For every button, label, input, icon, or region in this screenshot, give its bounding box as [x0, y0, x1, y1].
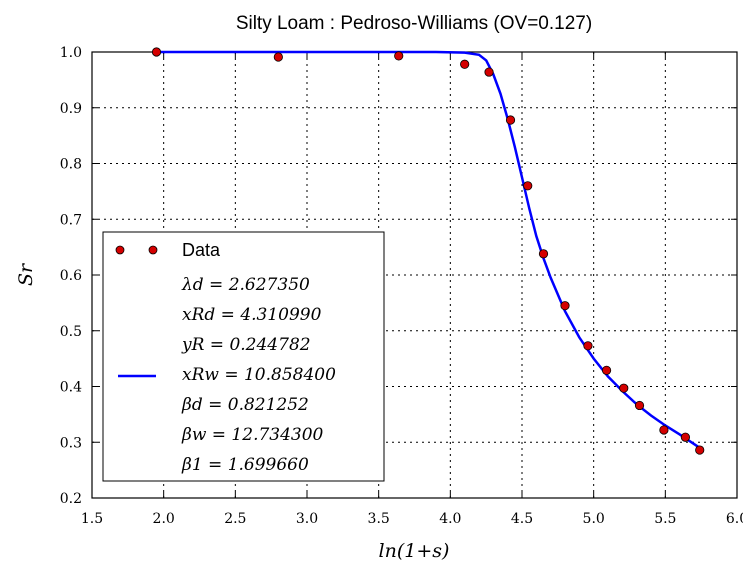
x-tick-label: 6.0	[726, 511, 743, 527]
data-point	[523, 181, 533, 191]
fit-line	[156, 50, 701, 449]
x-tick-label: 2.5	[224, 511, 246, 527]
data-points	[151, 47, 705, 455]
y-tick-label: 0.6	[60, 268, 82, 284]
x-tick-label: 5.0	[583, 511, 605, 527]
y-tick-labels: 0.2 0.3 0.4 0.5 0.6 0.7 0.8 0.9 1.0	[60, 45, 82, 507]
x-tick-label: 3.0	[296, 511, 318, 527]
y-axis-label: Sr	[15, 262, 37, 286]
y-tick-label: 0.5	[60, 324, 82, 340]
legend-param: yR = 0.244782	[181, 335, 311, 355]
data-point	[460, 59, 470, 69]
data-point	[680, 432, 691, 442]
data-point	[538, 249, 549, 259]
data-point	[659, 425, 669, 435]
legend-param: βd = 0.821252	[181, 395, 309, 415]
x-tick-labels: 1.5 2.0 2.5 3.0 3.5 4.0 4.5 5.0 5.5 6.0	[81, 511, 743, 527]
data-point	[560, 301, 570, 311]
legend-param: λd = 2.627350	[181, 275, 310, 295]
data-point	[484, 67, 494, 77]
data-point	[695, 445, 705, 455]
legend-data-label: Data	[182, 240, 221, 260]
legend-data-marker	[115, 245, 125, 255]
y-tick-label: 0.4	[60, 380, 82, 396]
data-point	[634, 400, 645, 411]
y-tick-label: 0.8	[60, 157, 82, 173]
x-tick-label: 2.0	[153, 511, 175, 527]
y-tick-label: 0.3	[60, 435, 82, 451]
y-tick-label: 1.0	[60, 45, 82, 61]
legend-param: xRd = 4.310990	[182, 305, 322, 325]
legend-param: β1 = 1.699660	[181, 455, 309, 475]
x-tick-label: 1.5	[81, 511, 103, 527]
data-point	[619, 383, 629, 393]
x-tick-label: 4.5	[511, 511, 533, 527]
legend: Data λd = 2.627350 xRd = 4.310990 yR = 0.2…	[102, 231, 385, 482]
data-point	[505, 115, 516, 125]
x-axis-label: ln(1+s)	[379, 540, 450, 562]
chart-title: Silty Loam : Pedroso-Williams (OV=0.127)	[236, 13, 592, 34]
legend-param: xRw = 10.858400	[182, 365, 336, 385]
data-point	[583, 341, 593, 351]
data-point	[151, 47, 162, 57]
legend-data-marker	[148, 245, 158, 255]
legend-param: βw = 12.734300	[181, 425, 324, 445]
x-tick-label: 5.5	[654, 511, 676, 527]
data-point	[601, 365, 612, 375]
data-point	[273, 52, 283, 62]
y-tick-label: 0.2	[60, 491, 82, 507]
x-tick-label: 4.0	[439, 511, 461, 527]
legend-box	[102, 231, 385, 482]
y-tick-label: 0.7	[60, 212, 82, 228]
data-point	[394, 51, 404, 61]
y-tick-label: 0.9	[60, 101, 82, 117]
legend-params: λd = 2.627350 xRd = 4.310990 yR = 0.244782…	[181, 275, 336, 475]
x-tick-label: 3.5	[368, 511, 390, 527]
